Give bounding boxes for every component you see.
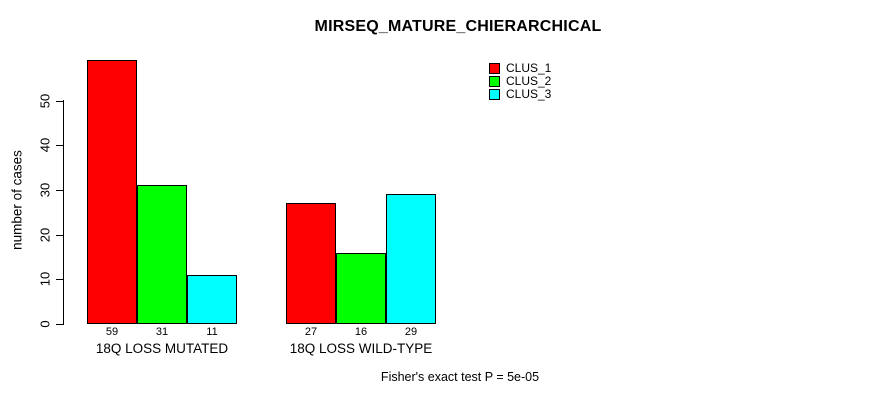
y-tick-label: 20	[37, 227, 53, 242]
legend-label: CLUS_3	[506, 87, 552, 101]
bar-value-label: 11	[206, 326, 218, 338]
y-axis-tick	[56, 189, 63, 191]
y-axis-tick	[56, 100, 63, 102]
y-tick-label: 10	[37, 272, 53, 287]
y-axis-tick	[56, 234, 63, 236]
legend-item: CLUS_3	[489, 88, 551, 101]
bar-value-label: 16	[354, 326, 368, 338]
legend-item: CLUS_2	[489, 75, 551, 88]
legend-label: CLUS_1	[506, 61, 552, 75]
bar-clus_1-group1	[87, 60, 137, 324]
legend-swatch-icon	[489, 76, 500, 87]
chart-title: MIRSEQ_MATURE_CHIERARCHICAL	[314, 18, 602, 35]
y-axis-tick	[56, 145, 63, 147]
y-tick-label: 40	[37, 138, 53, 153]
bar-value-label: 59	[105, 326, 119, 338]
y-axis-line	[63, 100, 64, 325]
y-tick-label: 30	[37, 182, 53, 198]
bar-value-label: 31	[155, 326, 169, 338]
y-axis-tick	[56, 279, 63, 281]
bar-clus_2-group2	[336, 252, 386, 324]
legend-swatch-icon	[489, 89, 500, 100]
bar-value-label: 27	[304, 326, 318, 338]
y-axis-tick	[56, 324, 63, 325]
bar-clus_3-group1	[187, 274, 237, 324]
legend-label: CLUS_2	[506, 74, 552, 88]
bar-clus_1-group2	[286, 203, 336, 324]
y-tick-label: 0	[37, 320, 53, 328]
bar-clus_3-group2	[386, 194, 436, 324]
bar-clus_2-group1	[137, 185, 187, 324]
legend: CLUS_1 CLUS_2 CLUS_3	[489, 62, 551, 101]
y-tick-label: 50	[37, 93, 53, 108]
category-label: 18Q LOSS WILD-TYPE	[289, 341, 433, 356]
legend-item: CLUS_1	[489, 62, 551, 75]
annotation-text: Fisher's exact test P = 5e-05	[380, 370, 540, 384]
bar-value-label: 29	[404, 326, 418, 338]
legend-swatch-icon	[489, 63, 500, 74]
category-label: 18Q LOSS MUTATED	[95, 341, 229, 356]
